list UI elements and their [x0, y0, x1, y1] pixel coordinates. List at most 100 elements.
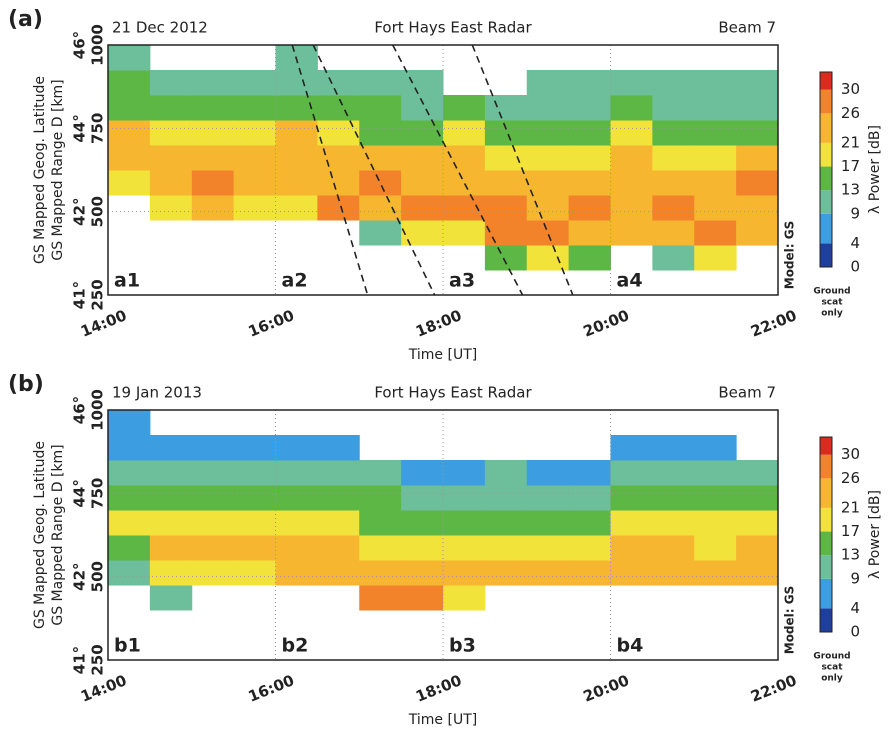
power-cell	[568, 510, 611, 536]
colorbar-tick-label: 26	[841, 469, 860, 487]
power-cell	[401, 120, 444, 146]
power-cell	[694, 510, 737, 536]
power-cell	[443, 95, 486, 121]
power-cell	[652, 145, 695, 171]
colorbar-label: λ Power [dB]	[867, 125, 883, 214]
power-cell	[191, 560, 235, 586]
power-cell	[526, 510, 570, 536]
power-cell	[275, 435, 318, 461]
power-cell	[652, 95, 695, 121]
power-cell	[694, 70, 737, 96]
power-cell	[610, 170, 653, 196]
power-cell	[694, 145, 737, 171]
power-cell	[149, 145, 193, 171]
colorbar-tick-label: 30	[841, 80, 860, 98]
power-cell	[610, 220, 653, 246]
power-cell	[526, 560, 570, 586]
power-cell	[233, 95, 276, 121]
power-cell	[317, 95, 360, 121]
power-cell	[652, 560, 695, 586]
colorbar-segment	[820, 555, 832, 579]
power-cell	[694, 485, 737, 511]
y-tick-label: 250	[89, 644, 107, 675]
power-cell	[401, 195, 444, 221]
power-cell	[191, 170, 235, 196]
colorbar-tick-label: 0	[850, 258, 860, 276]
panel-label: a3	[449, 270, 475, 292]
power-cell	[484, 485, 528, 511]
power-cell	[736, 95, 779, 121]
colorbar-tick-label: 9	[850, 569, 860, 587]
power-cell	[233, 170, 276, 196]
panel-letter: (a)	[8, 7, 43, 32]
colorbar-tick-label: 26	[841, 104, 860, 122]
power-cell	[359, 535, 402, 561]
power-cell	[191, 435, 235, 461]
power-cell	[526, 485, 570, 511]
power-cell	[652, 170, 695, 196]
note: only	[821, 674, 843, 684]
power-cell	[233, 435, 276, 461]
power-cell	[694, 245, 737, 271]
power-cell	[568, 460, 611, 486]
power-cell	[526, 170, 570, 196]
power-cell	[401, 170, 444, 196]
power-cell	[526, 95, 570, 121]
power-cell	[317, 70, 360, 96]
power-cell	[191, 70, 235, 96]
power-cell	[443, 560, 486, 586]
power-cell	[694, 95, 737, 121]
power-cell	[359, 510, 402, 536]
power-cell	[149, 585, 193, 611]
power-cell	[694, 460, 737, 486]
colorbar-tick-label: 9	[850, 204, 860, 222]
power-cell	[610, 560, 653, 586]
panel-label: a2	[282, 270, 308, 292]
power-cell	[484, 460, 528, 486]
power-cell	[149, 510, 193, 536]
power-cell	[191, 510, 235, 536]
power-cell	[443, 195, 486, 221]
power-cell	[568, 120, 611, 146]
power-cell	[484, 195, 528, 221]
power-cell	[694, 560, 737, 586]
power-cell	[233, 510, 276, 536]
dashed-line	[312, 44, 436, 296]
power-cell	[736, 195, 779, 221]
power-cell	[191, 535, 235, 561]
dashed-line	[471, 44, 574, 296]
axes-frame	[107, 44, 779, 296]
lat-label: 44°	[71, 114, 89, 142]
axes-frame	[107, 409, 779, 661]
colorbar-tick-label: 0	[850, 623, 860, 641]
power-cell	[275, 485, 318, 511]
power-cell	[652, 510, 695, 536]
power-cell	[694, 535, 737, 561]
power-cell	[484, 95, 528, 121]
power-cell	[191, 485, 235, 511]
colorbar-segment	[820, 190, 832, 214]
panel-label: b4	[617, 635, 644, 657]
power-cell	[443, 535, 486, 561]
power-cell	[652, 195, 695, 221]
x-tick-label: 20:00	[581, 671, 632, 706]
power-cell	[401, 95, 444, 121]
lat-label: 42°	[71, 197, 89, 225]
power-cell	[610, 145, 653, 171]
power-cell	[443, 585, 486, 611]
power-cell	[359, 170, 402, 196]
power-cell	[275, 170, 318, 196]
lat-label: 42°	[71, 562, 89, 590]
power-cell	[610, 95, 653, 121]
colorbar-segment	[820, 578, 832, 609]
power-cell	[736, 460, 779, 486]
y-axis-label: GS Mapped Range D [km]	[50, 79, 66, 260]
model-label: Model: GS	[783, 586, 797, 655]
power-cell	[401, 560, 444, 586]
power-cell	[317, 460, 360, 486]
power-cell	[149, 120, 193, 146]
power-cell	[652, 220, 695, 246]
power-cell	[736, 145, 779, 171]
power-cell	[401, 220, 444, 246]
